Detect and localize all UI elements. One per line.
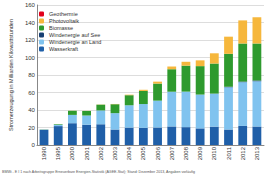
svg-text:160: 160 xyxy=(25,2,36,8)
svg-text:2004: 2004 xyxy=(126,146,132,160)
svg-text:Biomasse: Biomasse xyxy=(49,25,73,31)
svg-text:2003: 2003 xyxy=(112,146,118,160)
svg-text:Geothermie: Geothermie xyxy=(49,11,78,17)
svg-text:2002: 2002 xyxy=(98,146,104,160)
svg-text:Windenergie an Land: Windenergie an Land xyxy=(49,39,101,45)
svg-text:1990: 1990 xyxy=(41,146,47,160)
svg-text:40: 40 xyxy=(28,107,35,113)
svg-text:2001: 2001 xyxy=(84,146,90,160)
svg-text:100: 100 xyxy=(25,55,36,61)
svg-text:2009: 2009 xyxy=(197,146,203,160)
svg-text:2008: 2008 xyxy=(183,146,189,160)
svg-text:80: 80 xyxy=(28,72,35,78)
svg-text:2013: 2013 xyxy=(254,146,260,160)
svg-text:60: 60 xyxy=(28,90,35,96)
svg-text:2006: 2006 xyxy=(155,146,161,160)
svg-text:Wasserkraft: Wasserkraft xyxy=(49,46,79,52)
svg-text:2000: 2000 xyxy=(69,146,75,160)
svg-text:120: 120 xyxy=(25,37,36,43)
svg-text:2010: 2010 xyxy=(211,146,217,160)
svg-text:1995: 1995 xyxy=(55,146,61,160)
svg-text:20: 20 xyxy=(28,125,35,131)
svg-text:Photovoltaik: Photovoltaik xyxy=(49,18,79,24)
svg-text:2007: 2007 xyxy=(169,146,175,160)
svg-text:Windenergie auf See: Windenergie auf See xyxy=(49,32,100,38)
svg-text:0: 0 xyxy=(32,142,36,148)
svg-text:Stromerzeugung in Milliarden K: Stromerzeugung in Milliarden Kilowattstu… xyxy=(8,19,14,131)
svg-text:2005: 2005 xyxy=(140,146,146,160)
svg-text:BMWi - E I 1 nach Arbeitsgrupp: BMWi - E I 1 nach Arbeitsgruppe Erneuerb… xyxy=(2,170,195,174)
svg-text:2012: 2012 xyxy=(240,146,246,160)
svg-text:2011: 2011 xyxy=(226,146,232,160)
svg-text:140: 140 xyxy=(25,20,36,26)
